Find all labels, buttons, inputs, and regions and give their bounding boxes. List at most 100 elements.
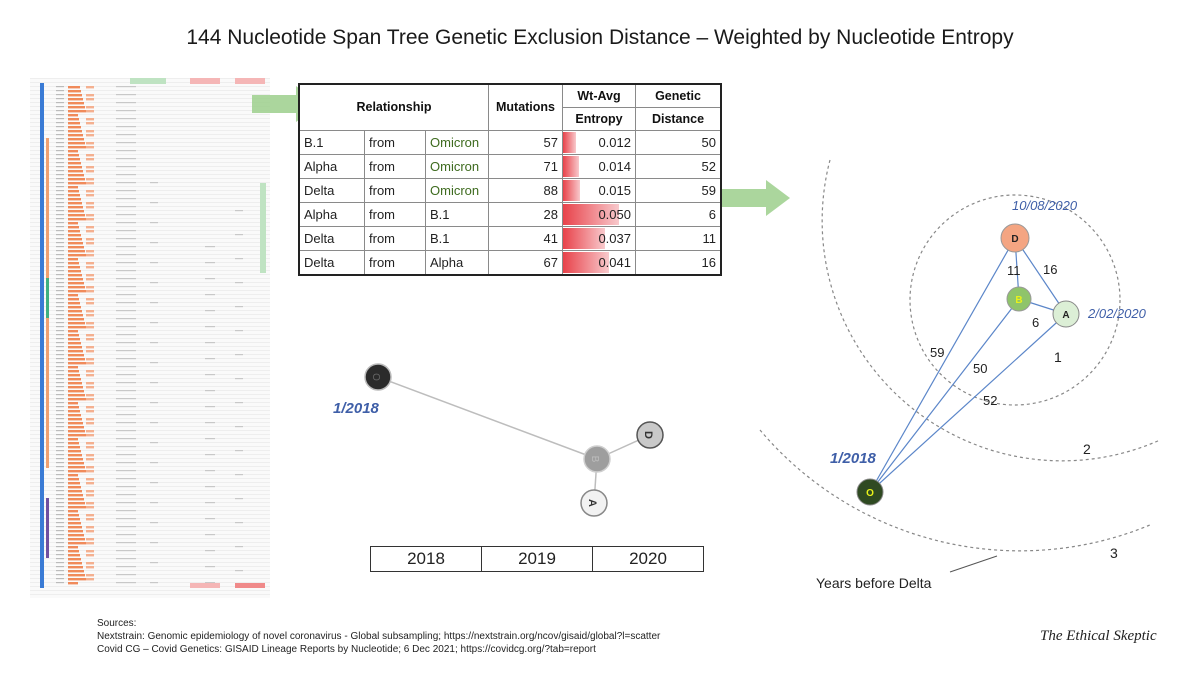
sheet-gridline: [30, 294, 270, 295]
sheet-color-stripe: [40, 83, 44, 588]
from-cell: from: [364, 226, 426, 251]
sheet-gridline: [30, 418, 270, 419]
sheet-cell: [150, 222, 158, 224]
sheet-cell: [68, 490, 82, 493]
sheet-cell: [205, 534, 215, 536]
sheet-cell: [235, 450, 243, 452]
sheet-cell: [56, 466, 64, 468]
sheet-gridline: [30, 490, 270, 491]
sheet-cell: [68, 274, 82, 277]
sheet-highlight: [260, 183, 266, 273]
sheet-cell: [68, 386, 83, 389]
sheet-cell: [68, 150, 78, 153]
sheet-gridline: [30, 186, 270, 187]
sheet-cell: [56, 198, 64, 200]
sheet-gridline: [30, 466, 270, 467]
sheet-cell: [86, 214, 94, 217]
sheet-cell: [116, 302, 136, 304]
sheet-cell: [68, 466, 85, 469]
sheet-cell: [116, 174, 136, 176]
sheet-cell: [68, 550, 79, 553]
sheet-gridline: [30, 114, 270, 115]
sheet-cell: [68, 566, 83, 569]
sheet-gridline: [30, 414, 270, 415]
edge-label-b1-alpha: 6: [1032, 315, 1039, 330]
sheet-cell: [56, 446, 64, 448]
sheet-gridline: [30, 174, 270, 175]
entropy-value: 0.037: [598, 231, 631, 246]
sheet-cell: [68, 378, 81, 381]
sheet-cell: [68, 450, 81, 453]
sheet-cell: [68, 126, 81, 129]
source-cell: B.1: [425, 202, 489, 227]
sheet-cell: [68, 266, 80, 269]
source-cell: Alpha: [425, 250, 489, 276]
sheet-cell: [116, 382, 136, 384]
sheet-cell: [86, 430, 94, 433]
sheet-cell: [116, 198, 136, 200]
sheet-cell: [150, 202, 158, 204]
sheet-cell: [235, 210, 243, 212]
sheet-gridline: [30, 338, 270, 339]
sheet-gridline: [30, 478, 270, 479]
sheet-gridline: [30, 250, 270, 251]
sheet-gridline: [30, 350, 270, 351]
svg-text:B: B: [1015, 295, 1022, 306]
sheet-cell: [86, 298, 94, 301]
sheet-cell: [150, 522, 158, 524]
sheet-cell: [150, 442, 158, 444]
sheet-gridline: [30, 254, 270, 255]
distance-cell: 59: [635, 178, 722, 203]
sheet-cell: [86, 302, 94, 305]
sheet-cell: [205, 246, 215, 248]
lineage-cell: Delta: [298, 226, 365, 251]
sheet-gridline: [30, 546, 270, 547]
sheet-cell: [205, 294, 215, 296]
sheet-cell: [86, 118, 94, 121]
sheet-gridline: [30, 310, 270, 311]
sheet-cell: [68, 570, 84, 573]
lineage-cell: Delta: [298, 178, 365, 203]
sheet-cell: [116, 358, 136, 360]
sheet-cell: [68, 298, 79, 301]
sheet-cell: [150, 462, 158, 464]
sheet-cell: [56, 542, 64, 544]
sheet-cell: [56, 482, 64, 484]
sheet-cell: [68, 130, 82, 133]
sheet-cell: [116, 422, 136, 424]
sheet-cell: [68, 198, 81, 201]
entropy-value: 0.015: [598, 183, 631, 198]
header-distance-line2: Distance: [635, 107, 722, 131]
sheet-cell: [68, 458, 83, 461]
sheet-cell: [68, 138, 84, 141]
sheet-gridline: [30, 458, 270, 459]
sheet-cell: [86, 194, 94, 197]
sheet-cell: [116, 462, 136, 464]
sheet-cell: [56, 486, 64, 488]
sheet-gridline: [30, 398, 270, 399]
sheet-cell: [116, 558, 136, 560]
sheet-cell: [150, 262, 158, 264]
sheet-cell: [68, 222, 78, 225]
sheet-cell: [86, 158, 94, 161]
sheet-cell: [68, 314, 83, 317]
sheet-cell: [56, 366, 64, 368]
entropy-value: 0.014: [598, 159, 631, 174]
sheet-gridline: [30, 530, 270, 531]
edge-delta-alpha: [1014, 237, 1067, 315]
sheet-cell: [56, 566, 64, 568]
sheet-cell: [56, 458, 64, 460]
sheet-cell: [56, 98, 64, 100]
sheet-cell: [68, 498, 84, 501]
sheet-gridline: [30, 122, 270, 123]
sheet-cell: [68, 422, 83, 425]
ring-label-2: 2: [1083, 441, 1091, 457]
sheet-cell: [116, 110, 136, 112]
sheet-cell: [68, 514, 79, 517]
sheet-cell: [56, 282, 64, 284]
sheet-cell: [116, 486, 136, 488]
sheet-gridline: [30, 126, 270, 127]
sheet-cell: [56, 550, 64, 552]
sheet-gridline: [30, 274, 270, 275]
source-cell: Omicron: [425, 154, 489, 179]
